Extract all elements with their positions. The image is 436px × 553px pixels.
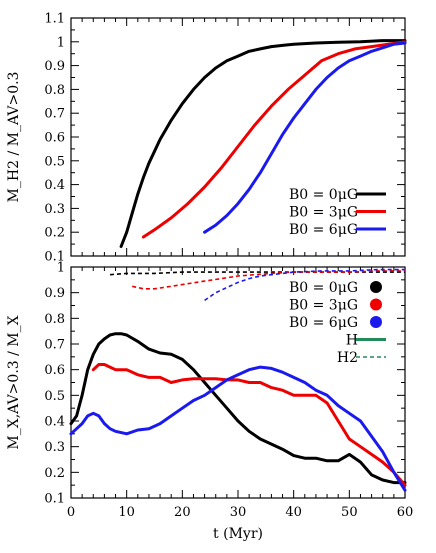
- legend-label: B0 = 6μG: [289, 315, 358, 331]
- series-line: [109, 271, 405, 276]
- y-tick-label: 1.1: [44, 12, 65, 27]
- y-axis-label: M_H2 / M_AV>0.3: [6, 72, 22, 203]
- y-tick-label: 0.9: [44, 59, 65, 74]
- y-tick-label: 0.6: [44, 363, 65, 378]
- series-line: [69, 332, 407, 485]
- y-tick-label: 0.4: [44, 415, 65, 430]
- series-line: [91, 363, 407, 487]
- x-tick-label: 10: [118, 505, 135, 520]
- legend-marker: [370, 316, 382, 328]
- legend-label: B0 = 6μG: [289, 222, 358, 238]
- y-tick-label: 1: [57, 261, 65, 276]
- y-tick-label: 1: [57, 35, 65, 50]
- y-tick-label: 0.1: [44, 492, 65, 507]
- top-panel: 0.1 0.2 0.3 0.4 0.5 0.6 0.7 0.8 0.9 1 1.1 M_H2 / M_…: [6, 12, 407, 265]
- x-tick-label: 50: [341, 505, 358, 520]
- legend-label: B0 = 3μG: [289, 298, 358, 314]
- y-tick-label: 0.8: [44, 312, 65, 327]
- y-tick-label: 0.5: [44, 389, 65, 404]
- y-tick-label: 0.7: [44, 107, 65, 122]
- x-tick-label: 30: [230, 505, 247, 520]
- y-tick-label: 0.4: [44, 178, 65, 193]
- series-line: [204, 268, 405, 302]
- legend-marker: [370, 298, 382, 311]
- series-line: [132, 270, 405, 290]
- y-tick-label: 0.6: [44, 131, 65, 146]
- series-line: [119, 39, 407, 248]
- legend-label: H2: [337, 350, 358, 366]
- bottom-panel: 0 10 20 30 40 50 60 0.1 0.2 0.3 0.4 0.5 0.6 0.7 0.8 0.9…: [6, 261, 413, 543]
- y-tick-label: 0.2: [44, 466, 65, 481]
- series-line: [141, 40, 407, 239]
- y-tick-label: 0.2: [44, 226, 65, 241]
- y-tick-label: 0.5: [44, 154, 65, 169]
- legend-label: B0 = 0μG: [289, 280, 358, 296]
- legend-label: H: [346, 333, 358, 349]
- x-axis-label: t (Myr): [213, 526, 263, 542]
- y-tick-label: 0.3: [44, 440, 65, 455]
- legend-marker: [370, 281, 382, 293]
- x-tick-label: 60: [397, 505, 414, 520]
- series-line: [69, 365, 407, 492]
- y-tick-label: 0.3: [44, 202, 65, 217]
- y-tick-label: 0.8: [44, 83, 65, 98]
- y-tick-label: 0.9: [44, 286, 65, 301]
- y-axis-label: M_X,AV>0.3 / M_X: [6, 315, 22, 449]
- legend-label: B0 = 0μG: [289, 187, 358, 203]
- y-tick-label: 0.1: [44, 250, 65, 265]
- x-tick-label: 20: [174, 505, 191, 520]
- x-tick-label: 40: [285, 505, 302, 520]
- series-line: [203, 41, 407, 234]
- y-tick-label: 0.7: [44, 338, 65, 353]
- legend-label: B0 = 3μG: [289, 205, 358, 221]
- x-tick-label: 0: [67, 505, 75, 520]
